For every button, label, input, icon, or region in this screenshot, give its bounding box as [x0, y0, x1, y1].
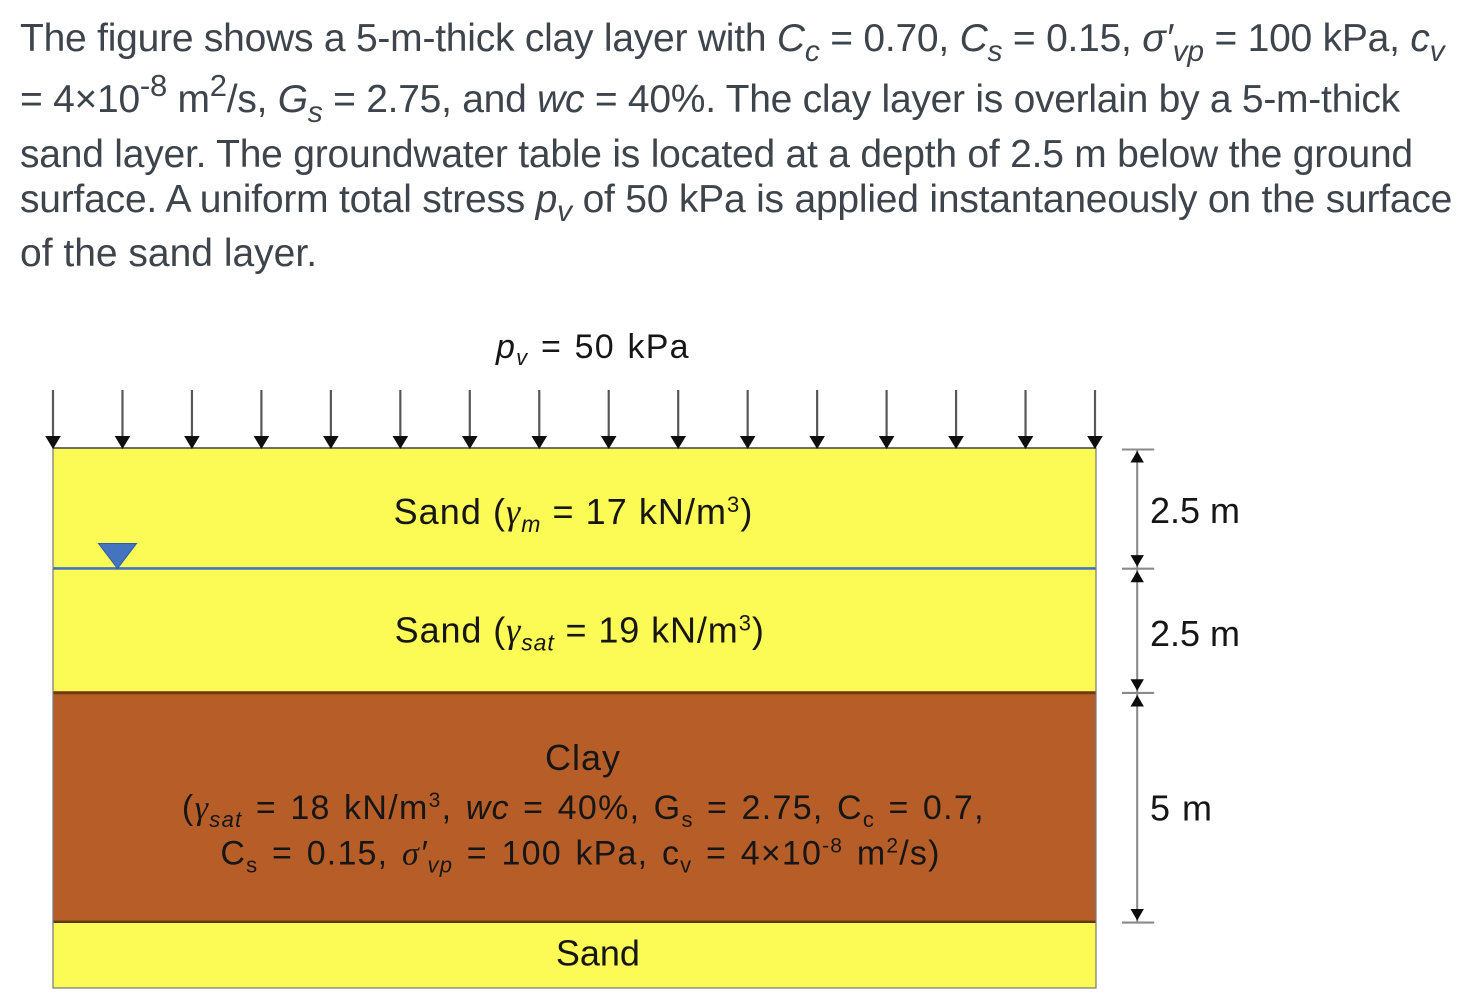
svg-text:Sand (γm = 17 kN/m3): Sand (γm = 17 kN/m3)	[394, 491, 754, 537]
svg-text:Clay: Clay	[545, 737, 621, 778]
svg-text:2.5 m: 2.5 m	[1150, 613, 1240, 654]
svg-text:2.5 m: 2.5 m	[1150, 490, 1240, 531]
svg-text:Sand (γsat = 19 kN/m3): Sand (γsat = 19 kN/m3)	[395, 610, 765, 656]
svg-text:pv = 50 kPa: pv = 50 kPa	[495, 328, 690, 370]
svg-text:Cs = 0.15, σ′vp = 100 kPa, cv: Cs = 0.15, σ′vp = 100 kPa, cv = 4×10-8 m…	[220, 834, 940, 877]
svg-text:(γsat = 18 kN/m3, wc = 40%, Gs: (γsat = 18 kN/m3, wc = 40%, Gs = 2.75, C…	[182, 789, 985, 832]
svg-text:5 m: 5 m	[1150, 788, 1213, 829]
svg-text:Sand: Sand	[556, 933, 640, 974]
